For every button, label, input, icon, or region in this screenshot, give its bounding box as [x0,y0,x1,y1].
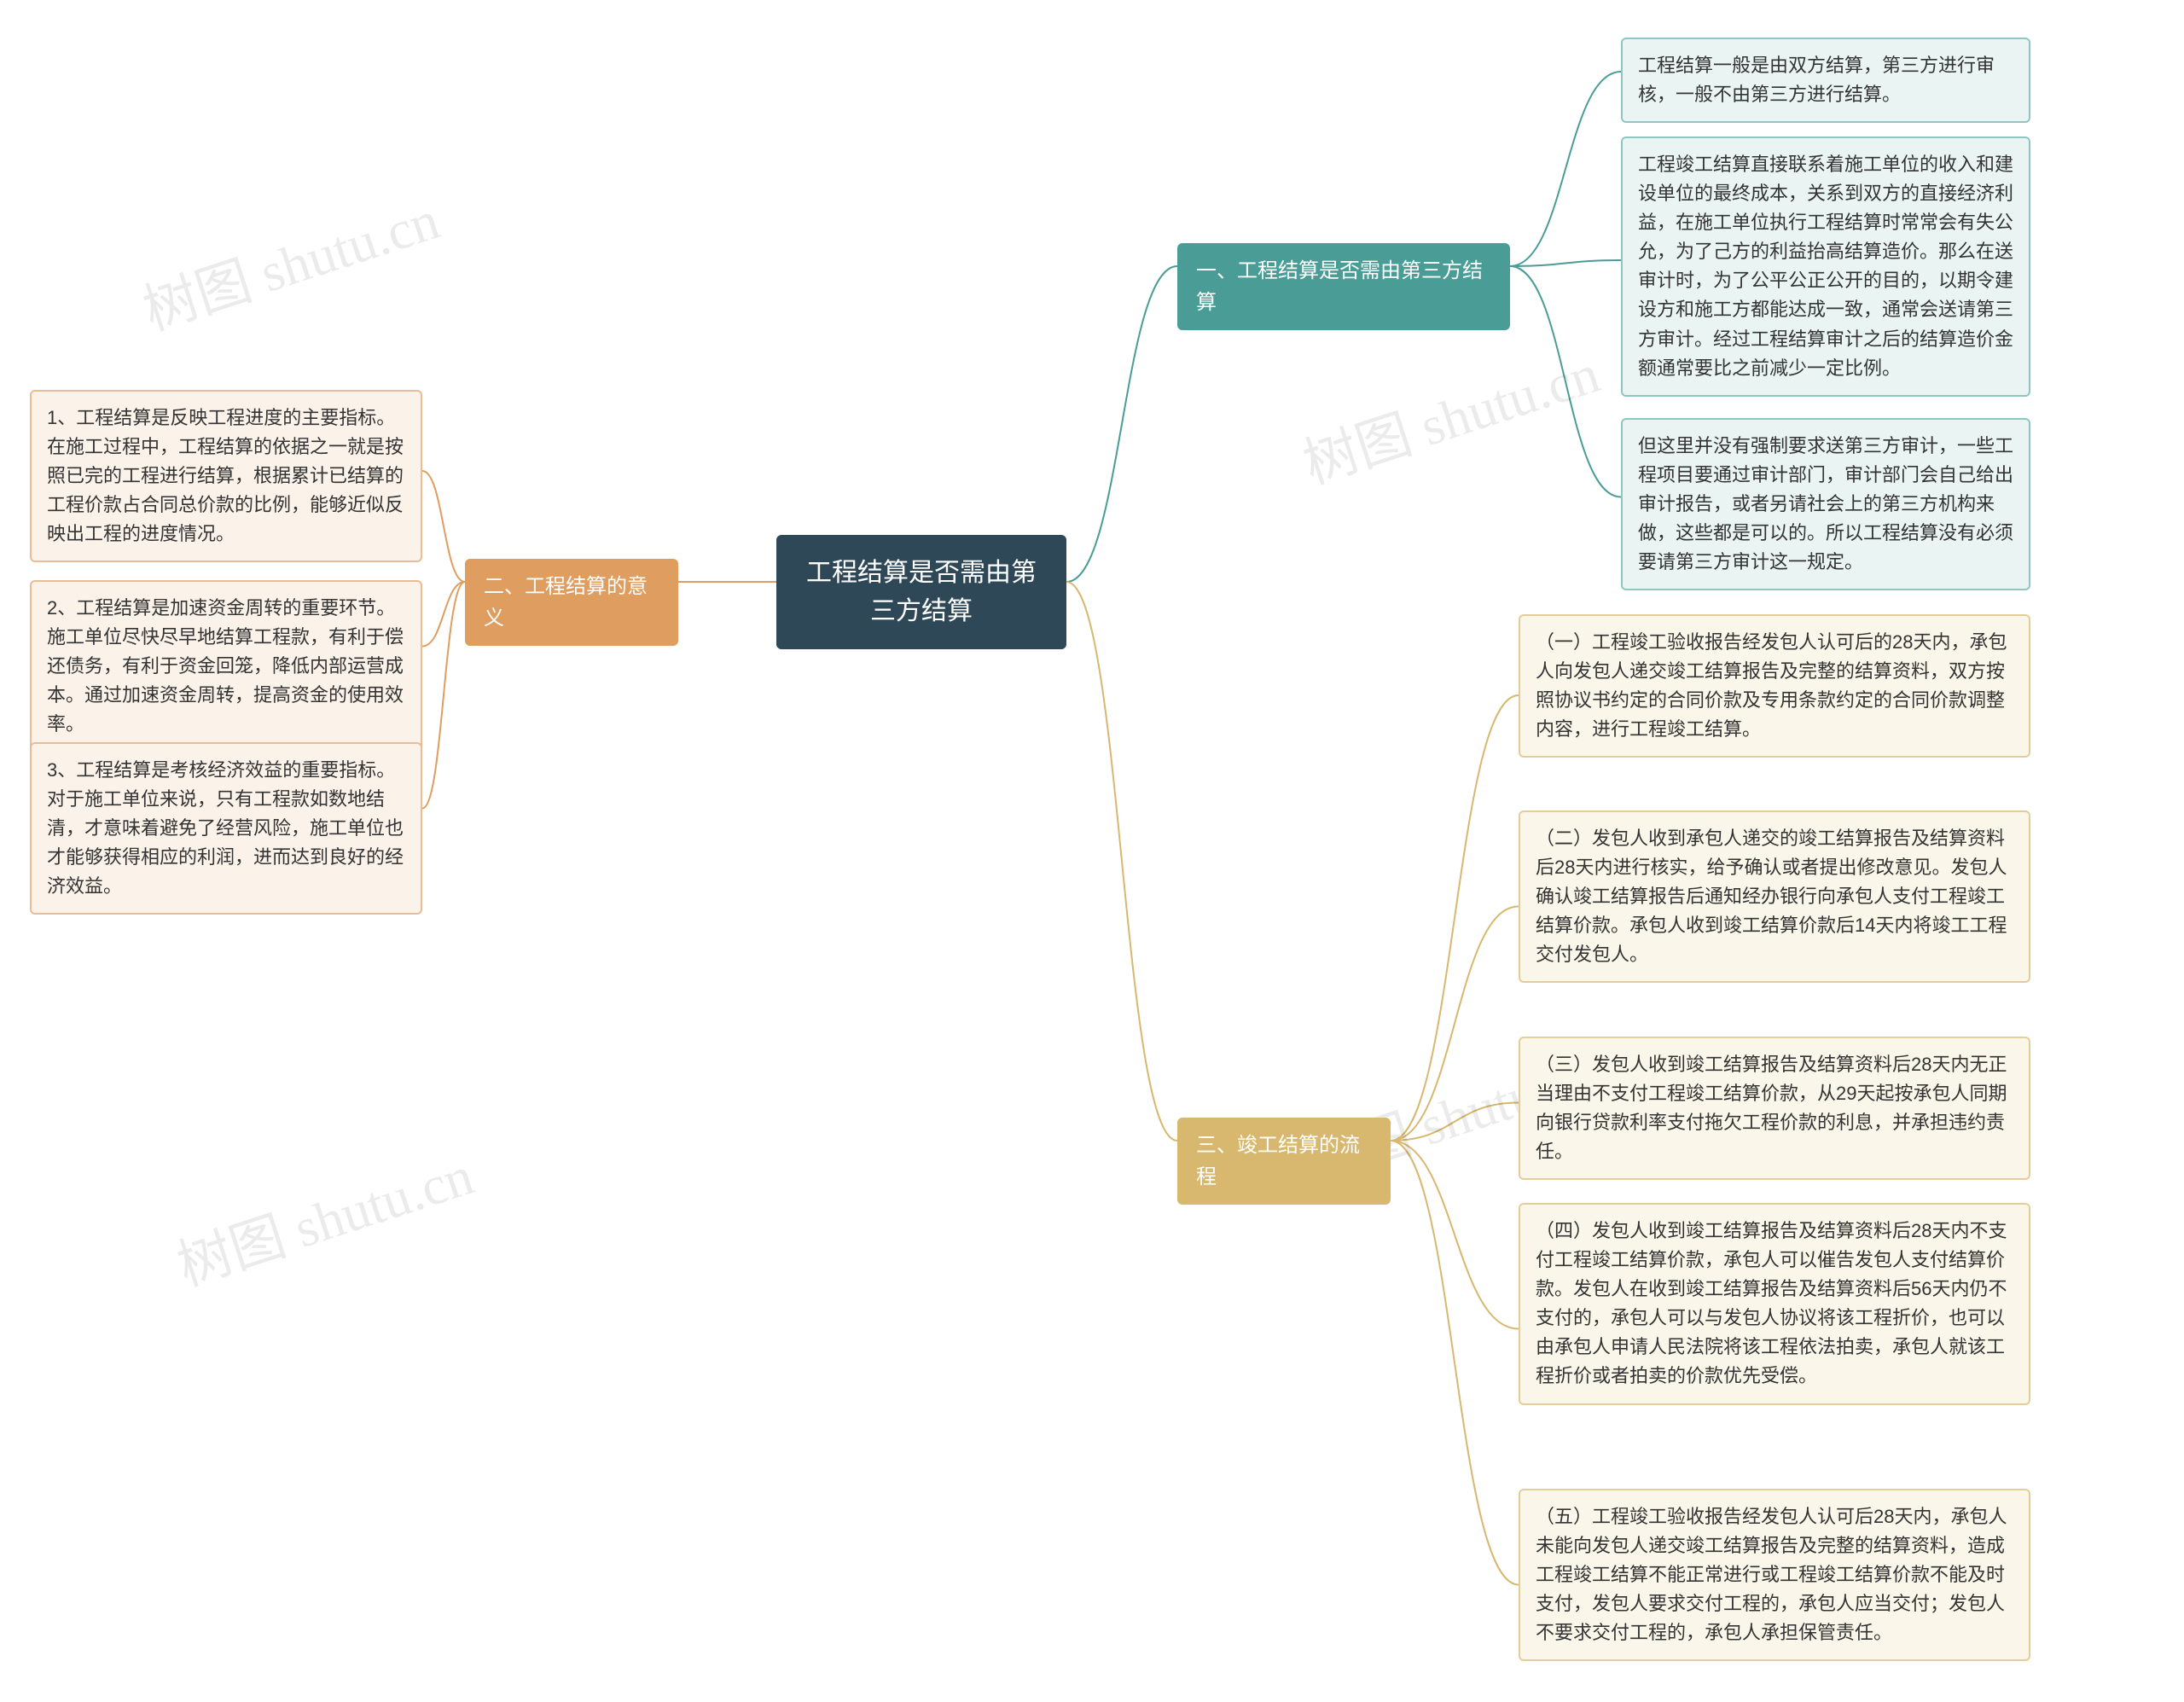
leaf-b3-0: （一）工程竣工验收报告经发包人认可后的28天内，承包人向发包人递交竣工结算报告及… [1519,614,2030,758]
watermark: 树图 shutu.cn [1292,330,1608,499]
branch-b2: 二、工程结算的意义 [465,559,678,646]
branch-b3: 三、竣工结算的流程 [1177,1118,1391,1205]
leaf-b1-2: 但这里并没有强制要求送第三方审计，一些工程项目要通过审计部门，审计部门会自己给出… [1621,418,2030,590]
leaf-b3-3: （四）发包人收到竣工结算报告及结算资料后28天内不支付工程竣工结算价款，承包人可… [1519,1203,2030,1405]
leaf-b3-4: （五）工程竣工验收报告经发包人认可后28天内，承包人未能向发包人递交竣工结算报告… [1519,1489,2030,1661]
leaf-b2-1: 2、工程结算是加速资金周转的重要环节。施工单位尽快尽早地结算工程款，有利于偿还债… [30,580,422,752]
leaf-b3-2: （三）发包人收到竣工结算报告及结算资料后28天内无正当理由不支付工程竣工结算价款… [1519,1037,2030,1180]
center-node: 工程结算是否需由第三方结算 [776,535,1066,649]
leaf-b3-1: （二）发包人收到承包人递交的竣工结算报告及结算资料后28天内进行核实，给予确认或… [1519,810,2030,983]
leaf-b1-0: 工程结算一般是由双方结算，第三方进行审核，一般不由第三方进行结算。 [1621,38,2030,123]
watermark: 树图 shutu.cn [166,1132,482,1301]
leaf-b2-0: 1、工程结算是反映工程进度的主要指标。在施工过程中，工程结算的依据之一就是按照已… [30,390,422,562]
branch-b1: 一、工程结算是否需由第三方结算 [1177,243,1510,330]
leaf-b1-1: 工程竣工结算直接联系着施工单位的收入和建设单位的最终成本，关系到双方的直接经济利… [1621,137,2030,397]
leaf-b2-2: 3、工程结算是考核经济效益的重要指标。对于施工单位来说，只有工程款如数地结清，才… [30,742,422,915]
watermark: 树图 shutu.cn [132,177,448,346]
